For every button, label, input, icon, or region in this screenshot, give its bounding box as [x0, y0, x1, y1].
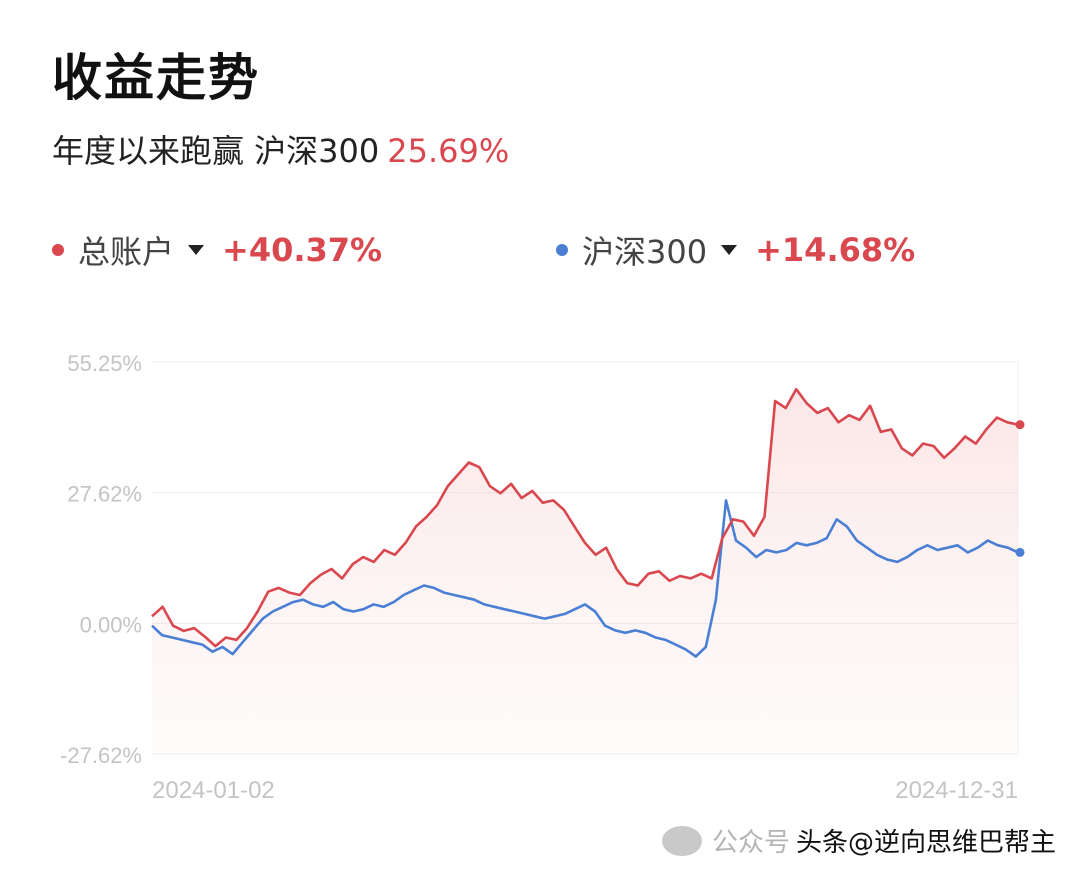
index-dot-icon — [556, 244, 568, 256]
series-layer — [151, 387, 1025, 754]
x-tick-end: 2024-12-31 — [895, 777, 1018, 804]
subtitle: 年度以来跑赢 沪深300 25.69% — [52, 126, 509, 172]
legend-value: +14.68% — [755, 231, 916, 269]
legend-name: 总账户 — [78, 233, 175, 271]
account-dot-icon — [52, 244, 64, 256]
y-tick-label: 0.00% — [80, 612, 142, 637]
watermark: 公众号 头条@逆向思维巴帮主 — [661, 822, 1056, 859]
legend-value: +40.37% — [222, 231, 383, 269]
watermark-text: 头条@逆向思维巴帮主 — [795, 828, 1056, 858]
subtitle-text: 年度以来跑赢 沪深300 — [52, 132, 380, 170]
page-title: 收益走势 — [52, 49, 260, 107]
x-axis: 2024-01-02 2024-12-31 — [152, 777, 1018, 804]
series-end-point-0 — [1015, 420, 1025, 430]
watermark-prefix: 公众号 — [711, 828, 790, 858]
legend-name: 沪深300 — [582, 233, 708, 271]
y-tick-label: 55.25% — [67, 351, 142, 376]
caret-down-icon[interactable] — [188, 245, 205, 255]
legend: 总账户 +40.37% 沪深300 +14.68% — [0, 227, 1080, 275]
y-tick-label: -27.62% — [60, 743, 142, 768]
series-line-1 — [151, 499, 1019, 658]
legend-item-account[interactable]: 总账户 +40.37% — [52, 227, 382, 273]
legend-item-index[interactable]: 沪深300 +14.68% — [556, 227, 915, 273]
x-tick-start: 2024-01-02 — [152, 777, 275, 804]
wechat-icon — [661, 825, 702, 856]
y-tick-label: 27.62% — [67, 482, 142, 507]
y-axis: 55.25% 27.62% 0.00% -27.62% — [60, 351, 142, 768]
returns-chart: 55.25% 27.62% 0.00% -27.62% 2024-01-02 2024… — [60, 351, 1025, 804]
series-end-point-1 — [1015, 547, 1025, 557]
subtitle-value: 25.69% — [387, 132, 510, 170]
series-line-0 — [151, 387, 1019, 648]
caret-down-icon[interactable] — [721, 245, 738, 255]
series-area-0 — [152, 389, 1018, 754]
